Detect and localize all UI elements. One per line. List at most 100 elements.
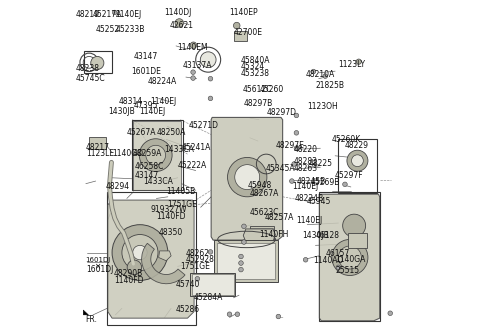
Circle shape — [175, 19, 183, 27]
Text: 1140FD: 1140FD — [114, 276, 143, 284]
Circle shape — [146, 145, 166, 165]
Bar — [192, 274, 234, 295]
Text: 48262: 48262 — [186, 249, 210, 258]
Text: 1140AO: 1140AO — [313, 256, 343, 265]
Text: 45269B: 45269B — [311, 178, 340, 187]
Text: 45252: 45252 — [96, 25, 120, 33]
Text: 1140FH: 1140FH — [259, 230, 288, 238]
Circle shape — [133, 245, 147, 260]
Text: 45241A: 45241A — [181, 143, 211, 152]
Text: 1123LY: 1123LY — [338, 60, 365, 69]
Text: 48229: 48229 — [345, 141, 369, 150]
Text: 43137A: 43137A — [182, 61, 212, 70]
Text: 48250A: 48250A — [156, 128, 186, 137]
Text: 45745C: 45745C — [76, 74, 106, 83]
Text: 21825B: 21825B — [315, 81, 345, 90]
Circle shape — [292, 162, 297, 166]
Text: 48224A: 48224A — [147, 77, 177, 86]
Circle shape — [235, 312, 240, 317]
Circle shape — [190, 42, 197, 49]
Text: 1751GE: 1751GE — [180, 262, 210, 271]
Circle shape — [122, 235, 158, 271]
Text: 42700E: 42700E — [233, 28, 263, 37]
Circle shape — [356, 59, 361, 64]
Text: 43147: 43147 — [133, 52, 157, 61]
Bar — [234, 31, 247, 41]
Text: 1140GA: 1140GA — [335, 255, 365, 264]
Text: 1430JB: 1430JB — [108, 107, 134, 115]
Bar — [319, 192, 380, 321]
Bar — [338, 139, 377, 193]
Text: 1140DJ: 1140DJ — [165, 8, 192, 17]
Text: 1140EJ: 1140EJ — [150, 97, 176, 106]
Bar — [107, 192, 196, 325]
Circle shape — [388, 311, 393, 316]
Bar — [250, 226, 275, 245]
Text: 48220: 48220 — [293, 145, 317, 154]
Bar — [190, 273, 235, 296]
Text: 1140EJ: 1140EJ — [297, 216, 323, 225]
Polygon shape — [83, 310, 88, 315]
Text: 1123OH: 1123OH — [307, 102, 338, 111]
Text: 452928: 452928 — [186, 255, 215, 264]
Text: 48290B: 48290B — [114, 269, 143, 278]
Circle shape — [200, 52, 216, 68]
Text: 45222A: 45222A — [178, 161, 207, 170]
Text: 48245B: 48245B — [297, 177, 325, 186]
Circle shape — [347, 150, 368, 171]
Circle shape — [239, 267, 243, 272]
Text: 48210A: 48210A — [306, 70, 335, 79]
Text: ×: × — [95, 262, 101, 271]
Text: 1601DE: 1601DE — [131, 67, 161, 76]
Bar — [132, 120, 182, 190]
Circle shape — [139, 139, 172, 172]
Text: 48224B: 48224B — [295, 194, 324, 202]
Polygon shape — [211, 117, 283, 240]
Text: 1140EJ: 1140EJ — [292, 182, 318, 191]
Text: 45612C: 45612C — [242, 85, 272, 93]
Circle shape — [343, 182, 347, 187]
Text: 45623C: 45623C — [250, 208, 279, 217]
Text: 1140EJ: 1140EJ — [139, 107, 165, 115]
Text: 1140FD: 1140FD — [156, 212, 186, 220]
Circle shape — [239, 261, 243, 265]
Text: 1433CA: 1433CA — [143, 177, 173, 186]
Text: 43147: 43147 — [134, 171, 158, 179]
Text: FR.: FR. — [85, 315, 97, 324]
Text: 48217: 48217 — [86, 143, 110, 152]
Polygon shape — [243, 229, 276, 242]
Text: 919327W: 919327W — [151, 205, 187, 214]
Bar — [84, 51, 112, 73]
Circle shape — [332, 239, 368, 276]
Text: 11405B: 11405B — [166, 187, 195, 196]
Circle shape — [351, 155, 363, 167]
Text: 48263: 48263 — [294, 164, 318, 173]
Text: 46128: 46128 — [315, 231, 339, 240]
Text: 1751GE: 1751GE — [167, 200, 197, 209]
Text: 45345A: 45345A — [265, 164, 295, 173]
Text: 45945: 45945 — [306, 197, 331, 206]
Text: 25515: 25515 — [335, 266, 359, 275]
Text: 48257A: 48257A — [264, 213, 294, 222]
Circle shape — [289, 179, 294, 183]
Text: 1433CA: 1433CA — [164, 145, 194, 154]
Text: 1140EM: 1140EM — [178, 43, 208, 51]
Circle shape — [208, 76, 213, 81]
Polygon shape — [159, 251, 171, 261]
Text: 48297B: 48297B — [244, 99, 273, 108]
Text: 48314: 48314 — [119, 97, 143, 106]
Circle shape — [239, 254, 243, 259]
Text: 42621: 42621 — [169, 21, 193, 30]
Bar — [348, 233, 367, 248]
Bar — [217, 243, 276, 279]
Text: 45233B: 45233B — [115, 25, 145, 33]
Circle shape — [228, 157, 267, 197]
Circle shape — [227, 312, 232, 317]
Text: 45286: 45286 — [176, 305, 200, 314]
Text: 45284A: 45284A — [194, 293, 224, 302]
Text: 1140EJ: 1140EJ — [115, 10, 142, 19]
Text: 46157: 46157 — [325, 249, 349, 258]
Circle shape — [208, 250, 213, 254]
Circle shape — [294, 131, 299, 135]
Bar — [89, 137, 106, 149]
